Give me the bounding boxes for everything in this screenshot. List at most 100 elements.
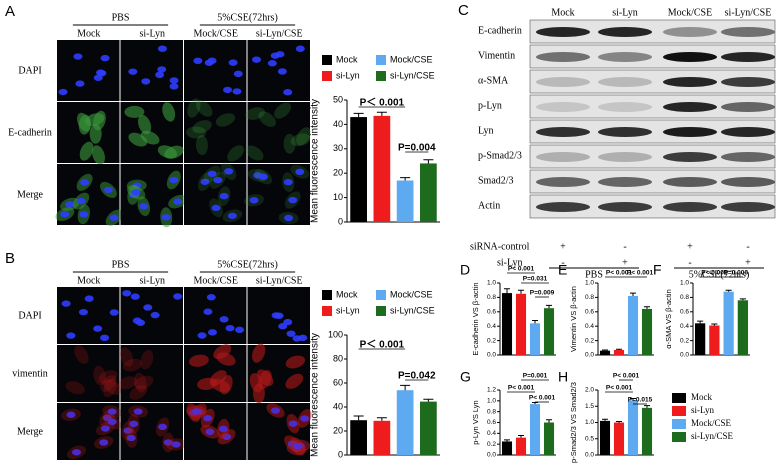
blot-band [598, 27, 652, 37]
blot-label: p-Smad2/3 [478, 150, 522, 161]
p-value: P=0.009 [530, 290, 555, 297]
y-tick-label: 0.0 [680, 352, 689, 359]
y-tick-label: 80 [333, 353, 343, 363]
blot-band [598, 52, 652, 62]
cell-nucleus [284, 214, 294, 222]
blot-band [721, 77, 775, 87]
blot-band [536, 152, 590, 162]
y-axis-label: Vimentin VS β-actin [569, 286, 578, 352]
cell-nucleus [200, 178, 210, 185]
row-label: DAPI [18, 65, 41, 76]
cell-nucleus [58, 88, 68, 96]
y-tick-label: 0.4 [585, 323, 594, 330]
cell-nucleus [130, 293, 140, 300]
bar [613, 422, 625, 455]
p-value: P< 0.001 [606, 385, 633, 392]
cell-nucleus [109, 214, 119, 221]
error-bar [376, 111, 387, 116]
cell-nucleus [79, 211, 89, 218]
treatment-sign: + [745, 257, 751, 268]
cell-nucleus [173, 293, 183, 300]
cell-nucleus [173, 198, 183, 205]
cell-stain [252, 383, 265, 404]
error-bar [517, 289, 525, 294]
bar [396, 180, 414, 222]
cell-stain [252, 343, 266, 363]
cell-stain [134, 375, 154, 390]
cell-nucleus [300, 415, 310, 422]
bar [373, 115, 391, 222]
cell-stain [285, 373, 304, 389]
cell-nucleus [128, 68, 138, 75]
p-value: P=0.015 [628, 397, 653, 404]
y-tick-label: 0 [338, 216, 343, 226]
p-value: P< 0.001 [508, 385, 535, 392]
y-tick-label: 0.4 [487, 430, 496, 437]
blot-band [721, 27, 775, 37]
blot-strip [529, 119, 776, 144]
cell-stain [186, 126, 207, 139]
blot-band [663, 152, 717, 162]
cell-nucleus [283, 178, 293, 186]
cell-nucleus [203, 308, 213, 315]
treatment-sign: - [561, 257, 564, 268]
blot-label: Actin [478, 200, 500, 211]
cell-stain [219, 375, 233, 395]
error-bar [545, 304, 553, 309]
cell-nucleus [171, 441, 181, 448]
blot-band [663, 202, 717, 212]
treatment-sign: + [622, 257, 628, 268]
cell-nucleus [227, 212, 237, 219]
cell-stain [91, 145, 106, 165]
blot-strip [529, 169, 776, 194]
cell-stain [274, 102, 292, 119]
cell-nucleus [295, 168, 305, 176]
blot-band [598, 202, 652, 212]
blot-band [536, 102, 590, 112]
y-axis-label: Mean fluorescence intensity [310, 333, 321, 457]
micrograph [120, 345, 183, 402]
treatment-sign: - [746, 241, 749, 252]
y-tick-label: 40 [333, 119, 343, 129]
cell-nucleus [66, 411, 76, 418]
cell-nucleus [161, 214, 171, 221]
legend-swatch [322, 71, 332, 81]
legend-swatch [672, 406, 686, 416]
cell-stain [124, 105, 145, 118]
cell-stain [65, 381, 85, 395]
y-tick-label: 50 [333, 94, 343, 104]
cell-nucleus [129, 420, 139, 428]
error-bar [615, 348, 623, 350]
cell-stain [117, 376, 138, 390]
cell-nucleus [122, 290, 132, 297]
cell-stain [245, 107, 265, 120]
cell-nucleus [235, 326, 245, 334]
cell-nucleus [283, 318, 293, 326]
y-tick-label: 100 [328, 329, 343, 339]
legend-label: si-Lyn [336, 305, 360, 315]
p-value: P< 0.001 [606, 270, 633, 277]
cell-nucleus [103, 186, 113, 194]
column-label: si-Lyn [139, 28, 165, 39]
group-label: 5%CSE(72hrs) [689, 269, 750, 280]
row-label: Merge [17, 189, 43, 200]
row-label: E-cadherin [8, 127, 52, 138]
group-label: 5%CSE(72hrs) [217, 12, 278, 23]
p-value: P=0.042 [398, 371, 436, 382]
bar [515, 293, 527, 355]
cell-nucleus [100, 334, 110, 342]
error-bar [353, 112, 364, 118]
cell-nucleus [97, 69, 107, 77]
cell-nucleus [213, 176, 223, 184]
cell-nucleus [169, 176, 179, 184]
cell-nucleus [126, 434, 136, 442]
cell-nucleus [252, 56, 262, 63]
column-label: Mock/CSE [194, 275, 238, 286]
cell-nucleus [207, 57, 217, 64]
treatment-label: si-Lyn [497, 257, 523, 268]
column-label: si-Lyn [612, 7, 638, 18]
cell-stain [103, 378, 117, 398]
error-bar [739, 298, 746, 301]
cell-stain [195, 135, 208, 156]
cell-nucleus [298, 334, 308, 342]
